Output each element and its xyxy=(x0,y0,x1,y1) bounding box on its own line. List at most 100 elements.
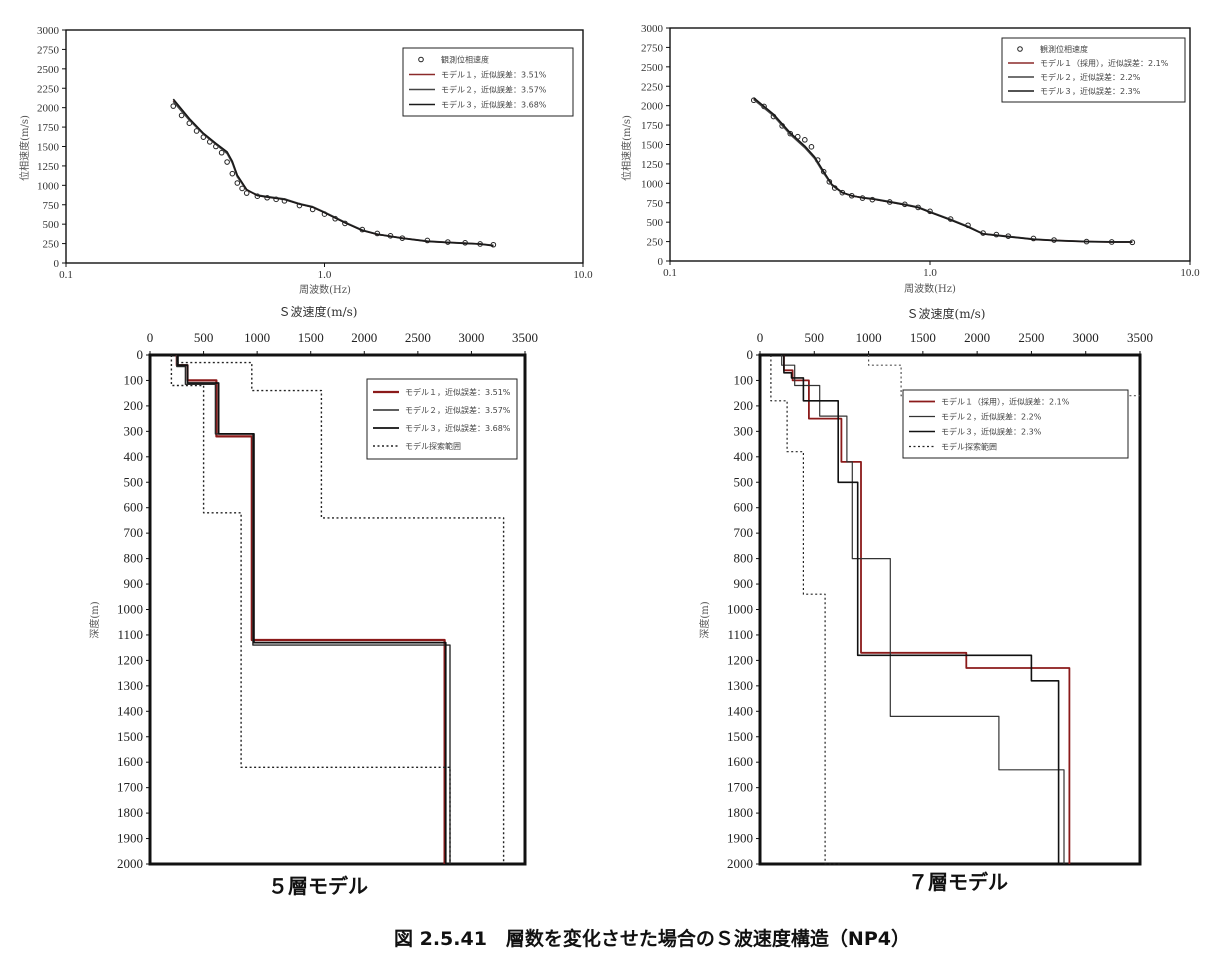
y-tick-label: 400 xyxy=(124,449,144,464)
x-axis-title: 周波数(Hz) xyxy=(904,282,956,295)
y-tick-label: 1600 xyxy=(727,754,753,769)
y-tick-label: 900 xyxy=(124,576,144,591)
y-tick-label: 3000 xyxy=(641,23,664,35)
y-tick-label: 1900 xyxy=(117,831,143,846)
legend-marker xyxy=(1017,46,1023,52)
y-tick-label: 1000 xyxy=(117,602,143,617)
legend-label: モデル２，近似誤差：2.2% xyxy=(941,412,1042,422)
y-tick-label: 300 xyxy=(124,423,144,438)
y-axis-title: 深度(m) xyxy=(698,601,711,638)
legend-label: モデル１（採用），近似誤差：2.1% xyxy=(1040,58,1169,68)
y-tick-label: 100 xyxy=(734,372,754,387)
series-line-3 xyxy=(172,98,494,247)
y-tick-label: 400 xyxy=(734,449,754,464)
y-tick-label: 1300 xyxy=(117,678,143,693)
data-point-observed xyxy=(239,185,245,192)
chart-panel-bottom-left: 0 100 200 300 400 500 600 700 800 900 1000 1100 1200… xyxy=(88,304,538,898)
y-tick-label: 1500 xyxy=(37,142,60,154)
legend-label: モデル探索範囲 xyxy=(941,442,997,452)
y-axis-title: 位相速度(m/s) xyxy=(620,115,633,181)
legend-box xyxy=(902,389,1129,459)
x-axis-title: Ｓ波速度(m/s) xyxy=(279,304,358,319)
y-tick-label: 1000 xyxy=(727,602,753,617)
y-tick-label: 200 xyxy=(124,398,144,413)
y-tick-label: 1750 xyxy=(37,122,60,134)
y-tick-label: 500 xyxy=(647,217,664,229)
series-line-2 xyxy=(176,355,447,864)
y-tick-label: 1250 xyxy=(641,159,664,171)
x-tick-label: 2500 xyxy=(405,330,431,345)
y-tick-label: 2000 xyxy=(117,856,143,871)
series-line-3 xyxy=(770,355,842,865)
y-tick-label: 1500 xyxy=(641,140,664,152)
y-tick-label: 700 xyxy=(124,525,144,540)
x-tick-label: 2000 xyxy=(351,330,377,345)
y-tick-label: 0 xyxy=(658,256,664,268)
y-tick-label: 500 xyxy=(734,474,754,489)
legend-label: モデル２，近似誤差：3.57% xyxy=(405,405,511,415)
legend-label: モデル１，近似誤差：3.51% xyxy=(405,387,511,397)
x-tick-label: 1500 xyxy=(298,330,324,345)
series-line-3 xyxy=(753,97,1133,243)
x-tick-label: 0 xyxy=(147,330,154,345)
x-tick-label: 10.0 xyxy=(1180,267,1200,279)
y-tick-label: 1100 xyxy=(727,627,753,642)
x-tick-label: 3000 xyxy=(458,330,484,345)
legend-marker xyxy=(418,56,424,63)
y-tick-label: 1000 xyxy=(37,180,60,192)
y-tick-label: 1700 xyxy=(117,780,143,795)
legend-label: モデル１（採用），近似誤差：2.1% xyxy=(941,397,1070,407)
legend-label: モデル３，近似誤差：2.3% xyxy=(941,427,1042,437)
series-line-2 xyxy=(172,100,494,247)
y-tick-label: 1400 xyxy=(117,703,143,718)
legend: モデル１，近似誤差：3.51% モデル２，近似誤差：3.57% モデル３，近似誤差：… xyxy=(366,378,518,460)
series-line-1 xyxy=(172,100,494,247)
y-tick-label: 2000 xyxy=(727,856,753,871)
y-tick-label: 2500 xyxy=(37,64,60,76)
y-tick-label: 300 xyxy=(734,423,754,438)
legend-box xyxy=(1001,37,1186,103)
x-tick-label: 500 xyxy=(194,330,214,345)
y-tick-label: 600 xyxy=(734,500,754,515)
y-tick-label: 2750 xyxy=(641,42,664,54)
y-tick-label: 500 xyxy=(124,474,144,489)
x-tick-label: 1500 xyxy=(910,330,936,345)
y-tick-label: 2500 xyxy=(641,62,664,74)
x-tick-label: 1000 xyxy=(856,330,882,345)
y-tick-label: 1500 xyxy=(727,729,753,744)
series-line-1 xyxy=(781,355,1065,864)
y-tick-label: 1750 xyxy=(641,120,664,132)
y-tick-label: 2750 xyxy=(37,44,60,56)
data-point-observed xyxy=(193,128,200,134)
x-axis-title: Ｓ波速度(m/s) xyxy=(907,306,986,321)
series-line-2 xyxy=(753,98,1133,243)
legend-label: モデル３，近似誤差：3.68% xyxy=(405,423,511,433)
y-tick-label: 2000 xyxy=(37,103,60,115)
data-point-observed xyxy=(808,144,815,150)
y-tick-label: 0 xyxy=(747,347,754,362)
y-tick-label: 0 xyxy=(137,347,144,362)
y-tick-label: 800 xyxy=(124,551,144,566)
x-tick-label: 0.1 xyxy=(663,267,677,279)
chart-panel-bottom-right: 0 100 200 300 400 500 600 700 800 900 1000 1100 1200… xyxy=(698,306,1153,894)
y-tick-label: 1000 xyxy=(641,178,664,190)
x-tick-label: 500 xyxy=(805,330,825,345)
chart-panel-top-right: 0 250 500 750 1000 1250 1500 1750 2000 2250 2500 27… xyxy=(620,23,1200,295)
x-tick-label: 2500 xyxy=(1018,330,1044,345)
x-tick-label: 1000 xyxy=(244,330,270,345)
y-tick-label: 0 xyxy=(54,258,60,270)
x-tick-label: 2000 xyxy=(964,330,990,345)
y-tick-label: 100 xyxy=(124,372,144,387)
y-tick-label: 1900 xyxy=(727,831,753,846)
series-observed-markers xyxy=(170,103,497,248)
y-tick-label: 2250 xyxy=(641,81,664,93)
y-tick-label: 1500 xyxy=(117,729,143,744)
y-tick-label: 1200 xyxy=(727,652,753,667)
y-tick-label: 1250 xyxy=(37,161,60,173)
y-tick-label: 1800 xyxy=(727,805,753,820)
series-observed-markers xyxy=(750,97,1136,246)
y-tick-label: 200 xyxy=(734,398,754,413)
